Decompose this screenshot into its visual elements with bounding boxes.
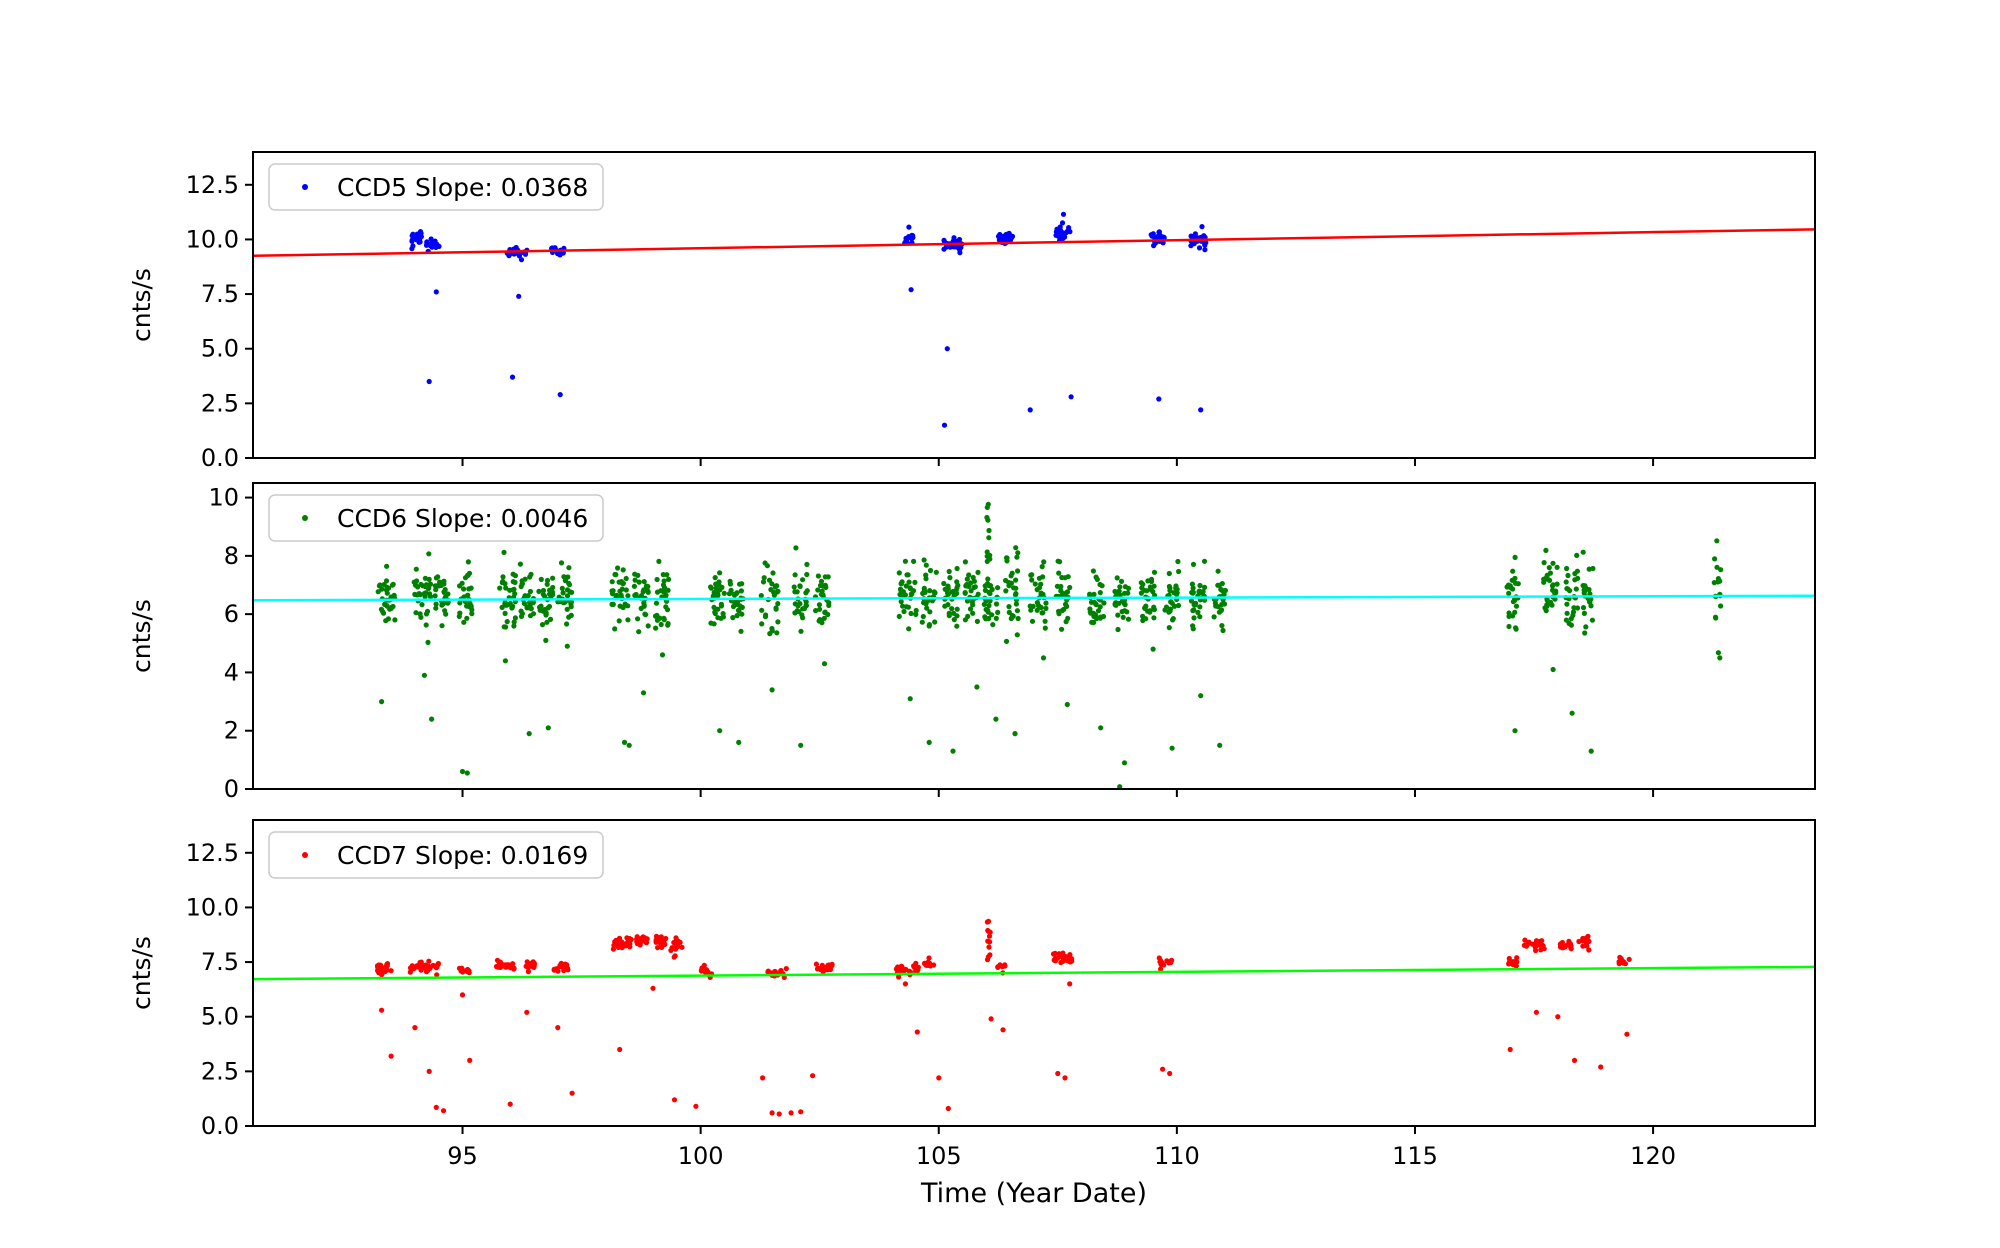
legend-label: CCD5 Slope: 0.0368	[337, 173, 588, 202]
outlier-points-ccd6	[379, 643, 1723, 789]
plot-border-ccd6	[252, 482, 1816, 790]
y-tick-label: 0	[224, 775, 239, 803]
y-axis-label-ccd5: cnts/s	[127, 268, 156, 342]
plot-border-ccd5	[252, 151, 1816, 459]
legend-marker-dot	[302, 184, 308, 190]
y-tick-label: 7.5	[201, 280, 239, 308]
y-tick-label: 12.5	[186, 839, 239, 867]
y-tick-label: 0.0	[201, 1112, 239, 1140]
x-tick-label: 110	[1154, 1142, 1200, 1170]
y-tick-label: 2.5	[201, 1057, 239, 1085]
panel-ccd7: 0.0 2.5 5.0 7.5 10.0 12.5 95 100 105 110 115 120 cnt…	[127, 819, 1816, 1170]
y-tick-label: 10.0	[186, 893, 239, 921]
legend-box	[268, 831, 604, 879]
outlier-points-ccd5	[426, 211, 1204, 428]
y-tick-label: 2.5	[201, 389, 239, 417]
legend-ccd5: CCD5 Slope: 0.0368	[268, 163, 604, 211]
x-tick-label: 120	[1630, 1142, 1676, 1170]
y-tick-label: 6	[224, 600, 239, 628]
y-tick-label: 7.5	[201, 948, 239, 976]
legend-ccd6: CCD6 Slope: 0.0046	[268, 494, 604, 542]
x-tick-label: 105	[916, 1142, 962, 1170]
y-axis-label-ccd7: cnts/s	[127, 936, 156, 1010]
x-tick-label: 115	[1392, 1142, 1438, 1170]
y-tick-label: 4	[224, 658, 239, 686]
y-tick-label: 8	[224, 542, 239, 570]
legend-label: CCD7 Slope: 0.0169	[337, 841, 588, 870]
y-tick-label: 12.5	[186, 171, 239, 199]
legend-marker-dot	[302, 852, 308, 858]
legend-box	[268, 163, 604, 211]
x-tick-label: 100	[678, 1142, 724, 1170]
panel-ccd6: 0 2 4 6 8 10 cnts/s CCD6 Slope: 0.0046	[127, 482, 1816, 803]
trend-line-ccd5	[253, 228, 1815, 258]
outlier-points-ccd7	[379, 974, 1630, 1117]
y-tick-label: 2	[224, 717, 239, 745]
legend-box	[268, 494, 604, 542]
y-tick-label: 5.0	[201, 1003, 239, 1031]
legend-marker-dot	[302, 515, 308, 521]
legend-ccd7: CCD7 Slope: 0.0169	[268, 831, 604, 879]
trend-line-ccd7	[253, 965, 1815, 981]
y-axis-label-ccd6: cnts/s	[127, 599, 156, 673]
y-tick-label: 10	[208, 484, 239, 512]
y-tick-label: 5.0	[201, 335, 239, 363]
trend-line-ccd6	[253, 594, 1815, 602]
legend-label: CCD6 Slope: 0.0046	[337, 504, 588, 533]
x-axis-label: Time (Year Date)	[920, 1178, 1147, 1209]
x-tick-label: 95	[447, 1142, 478, 1170]
scatter-points-ccd6	[375, 501, 1724, 656]
panel-ccd5: 0.0 2.5 5.0 7.5 10.0 12.5 cnts/s CCD5 Slope: 0.…	[127, 151, 1816, 472]
plot-border-ccd7	[252, 819, 1816, 1127]
y-tick-label: 0.0	[201, 444, 239, 472]
y-tick-label: 10.0	[186, 225, 239, 253]
